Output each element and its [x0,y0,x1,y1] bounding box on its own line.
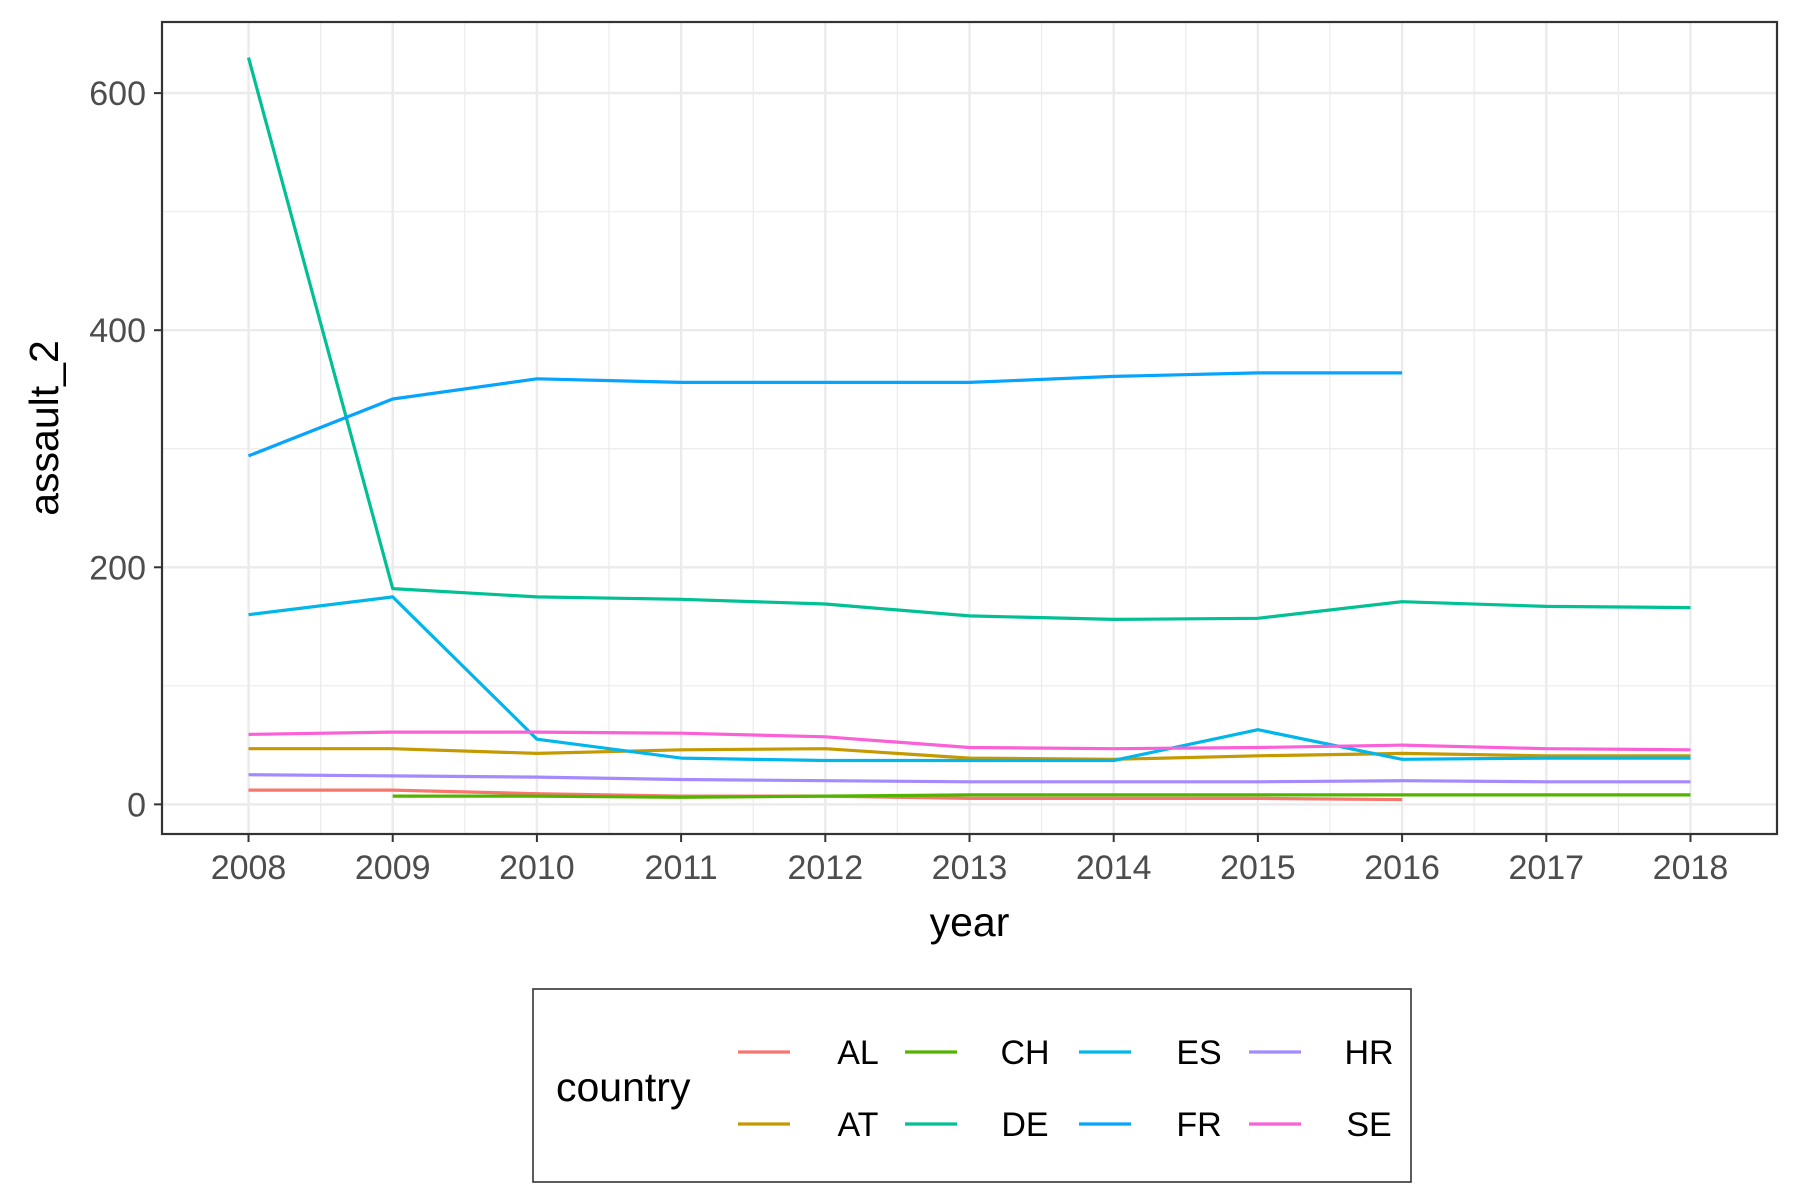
y-tick-label: 200 [89,549,146,587]
y-tick-label: 0 [127,786,146,824]
series-line-at [248,747,1691,761]
series-line-se [248,730,1691,752]
legend-label-ch: CH [1000,1034,1049,1072]
x-tick-label: 2010 [499,849,575,887]
x-tick-label: 2008 [211,849,287,887]
x-tick-label: 2013 [932,849,1008,887]
legend-box [532,988,1412,1183]
legend-label-at: AT [838,1106,879,1144]
legend: country AL AT CH DE ES FR HR SE [532,988,1412,1183]
y-tick-label: 600 [89,75,146,113]
legend-label-se: SE [1346,1106,1391,1144]
legend-title: country [556,1064,691,1110]
x-tick-label: 2018 [1653,849,1729,887]
series-line-de [246,57,1691,621]
legend-label-fr: FR [1176,1106,1221,1144]
legend-items: AL AT CH DE ES FR HR SE [738,1034,1394,1144]
y-axis-title: assault_2 [21,340,67,516]
series-line-es [248,595,1691,763]
legend-label-de: DE [1001,1106,1048,1144]
x-tick-label: 2015 [1220,849,1296,887]
series-line-ch [392,793,1691,799]
legend-label-hr: HR [1344,1034,1393,1072]
x-tick-label: 2011 [645,849,718,887]
legend-label-es: ES [1176,1034,1221,1072]
x-tick-label: 2016 [1364,849,1440,887]
series-lines [246,57,1691,802]
y-tick-label: 400 [89,312,146,350]
legend-label-al: AL [837,1034,879,1072]
x-tick-label: 2014 [1076,849,1152,887]
axis-ticks: 0 200 400 600 2008 2009 2010 2011 2012 2013 2014 20… [89,75,1728,887]
series-line-fr [247,371,1403,458]
grid [162,22,1777,834]
x-tick-label: 2012 [787,849,863,887]
x-axis-title: year [930,899,1010,945]
series-line-hr [248,773,1691,784]
x-tick-label: 2017 [1508,849,1584,887]
x-tick-label: 2009 [355,849,431,887]
